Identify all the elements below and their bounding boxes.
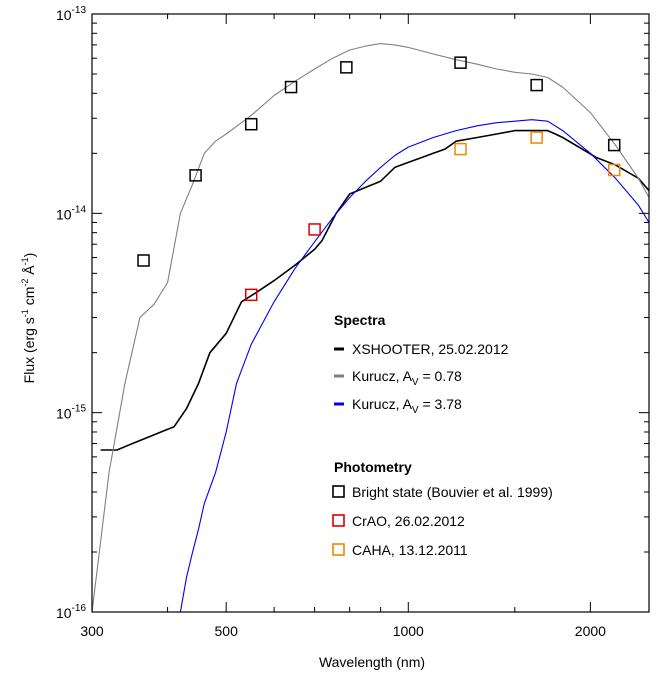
y-axis-label: Flux (erg s-1 cm-2 Å-1) [20,253,37,384]
photometry-point [284,80,298,94]
photometry-point [454,56,467,69]
legend-swatch-square [332,485,345,498]
photometry-point [189,169,202,182]
photometry-point [244,288,258,302]
x-tick-label: 2000 [575,623,606,639]
series-line-0 [100,129,649,451]
y-tick-label: 10-16 [56,603,86,621]
legend-swatch-square [332,514,345,527]
photometry-point [530,131,543,144]
y-tick-label: 10-13 [56,5,86,23]
legend-label: Kurucz, AV = 0.78 [352,368,462,388]
y-tick-label: 10-14 [56,204,86,222]
series-line-2 [179,119,649,612]
legend-heading-photometry: Photometry [334,459,412,475]
photometry-point [244,117,258,131]
legend-label: CAHA, 13.12.2011 [352,542,468,558]
x-tick-label: 500 [215,623,239,639]
legend: Spectra Photometry XSHOOTER, 25.02.2012 Kur… [332,312,553,558]
series-layer [92,43,649,612]
photometry-point [607,138,621,152]
photometry-point [530,78,543,92]
axes: 300 500 1000 2000 10-16 10-15 10-14 10-13 [56,5,650,639]
x-tick-label: 300 [80,623,104,639]
photometry-point [137,254,150,267]
plot-frame [91,13,650,613]
legend-label: CrAO, 26.02.2012 [352,513,465,529]
legend-swatch-square [332,543,345,556]
photometry-point [607,163,621,177]
y-tick-label: 10-15 [56,404,86,422]
legend-label: XSHOOTER, 25.02.2012 [352,341,509,357]
series-line-1 [92,43,649,612]
x-axis-label: Wavelength (nm) [319,654,425,670]
x-tick-label: 1000 [393,623,424,639]
photometry-point [340,61,353,74]
photometry-point [308,223,321,236]
legend-heading-spectra: Spectra [334,312,386,328]
legend-label: Kurucz, AV = 3.78 [352,396,462,416]
photometry-point [454,142,467,156]
legend-label: Bright state (Bouvier et al. 1999) [352,484,553,500]
